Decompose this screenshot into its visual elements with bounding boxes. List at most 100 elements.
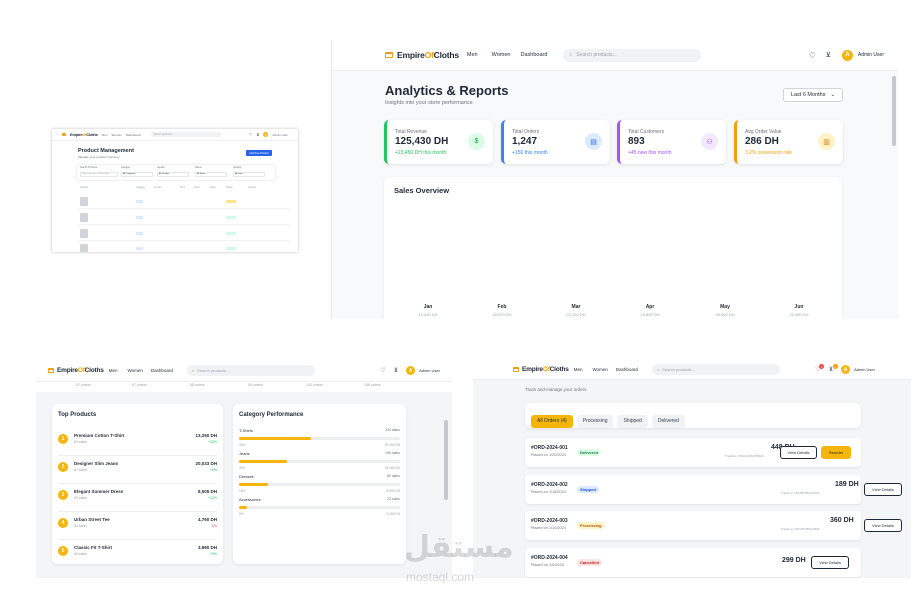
user-name[interactable]: Admin User xyxy=(854,367,875,372)
tab-shipped[interactable]: Shipped xyxy=(617,414,648,428)
cart-icon[interactable]: ⊻ xyxy=(256,132,260,137)
table-row[interactable] xyxy=(78,227,290,241)
status-badge xyxy=(226,247,236,250)
period-select[interactable]: Last 6 Months ⌄ xyxy=(783,88,843,102)
status-badge: Cancelled xyxy=(577,559,602,566)
order-id: #ORD-2024-002 xyxy=(531,482,568,488)
table-row[interactable] xyxy=(78,195,290,209)
cart-icon[interactable]: ⊻ xyxy=(393,368,399,374)
nav-dashboard[interactable]: Dashboard xyxy=(615,367,638,372)
month-label: Mar 22,150 DH xyxy=(566,304,586,317)
filter-label: Search Products xyxy=(80,167,97,169)
list-item[interactable]: 5 Classic Fit T-Shirt 66 sales 3,990 DH +5% xyxy=(58,540,217,568)
avatar[interactable]: A xyxy=(263,132,269,137)
status-badge: Processing xyxy=(577,522,605,529)
nav-dashboard[interactable]: Dashboard xyxy=(150,368,173,373)
brand-logo[interactable]: EmpireOfCloths xyxy=(522,366,569,373)
nav-dashboard[interactable]: Dashboard xyxy=(520,52,548,58)
list-item[interactable]: 3 Elegant Summer Dress 45 sales 8,505 DH +12… xyxy=(58,484,217,512)
cart-icon[interactable]: ⊻ xyxy=(825,52,831,59)
table-row[interactable] xyxy=(78,242,290,252)
stat-change: +45 new this month xyxy=(628,150,672,156)
category-row: Dresses 89 sales 18% 8,905 DH xyxy=(239,474,400,493)
nav-dashboard[interactable]: Dashboard xyxy=(125,132,141,137)
nav-women[interactable]: Women xyxy=(491,52,511,58)
avatar[interactable]: A xyxy=(841,49,853,61)
tab-all-orders[interactable]: All Orders (4) xyxy=(531,414,573,428)
rank-badge: 5 xyxy=(58,546,68,556)
nav-men[interactable]: Men xyxy=(101,132,108,137)
order-id: #ORD-2024-004 xyxy=(531,555,568,561)
cart-count-badge: 1 xyxy=(832,364,838,369)
page-subtitle: Manage your product inventory xyxy=(78,155,120,159)
reorder-button[interactable]: Reorder xyxy=(821,446,851,459)
order-card: #ORD-2024-001 Placed on 1/20/2024 Delive… xyxy=(525,438,861,467)
table-row[interactable] xyxy=(78,211,290,225)
navbar: EmpireOfCloths Men Women Dashboard ⌕ Sear… xyxy=(473,360,911,380)
product-thumbnail xyxy=(80,197,88,206)
add-product-button[interactable]: Add New Product xyxy=(246,150,272,156)
filter-label: Category xyxy=(121,167,131,169)
list-item[interactable]: 1 Premium Cotton T-Shirt 89 sales 13,250 DH… xyxy=(58,428,217,456)
shopping-bag-icon xyxy=(385,52,393,58)
search-input[interactable]: ⌕ Search products... xyxy=(186,365,315,376)
filter-search-input[interactable]: Search by name or description... xyxy=(80,172,118,177)
filter-gender-select[interactable]: All Genders xyxy=(157,172,189,177)
list-item[interactable]: 4 Urban Street Tee 34 sales 4,760 DH -2% xyxy=(58,512,217,540)
brand-logo[interactable]: EmpireOfCloths xyxy=(397,50,459,60)
navbar: EmpireOfCloths Men Women Dashboard Searc… xyxy=(52,129,298,141)
search-input[interactable]: ⌕ Search products... xyxy=(651,364,780,375)
page-title: Product Management xyxy=(78,148,134,154)
user-name[interactable]: Admin User xyxy=(272,132,288,137)
view-details-button[interactable]: View Details xyxy=(864,483,902,496)
watermark-arabic: مستقل xyxy=(404,530,514,565)
stat-change: +156 this month xyxy=(512,150,548,156)
category-row: Jeans 156 sales 30% 39,680 DH xyxy=(239,451,400,470)
category-tag xyxy=(136,216,143,219)
brand-logo[interactable]: EmpireOfCloths xyxy=(57,367,104,374)
avatar[interactable]: A xyxy=(406,366,416,375)
rank-badge: 2 xyxy=(58,462,68,472)
search-input[interactable]: Search products... xyxy=(150,132,221,137)
analytics-panel: EmpireOfCloths Men Women Dashboard ⌕ Sear… xyxy=(331,40,898,319)
list-item[interactable]: 2 Designer Slim Jeans 67 sales 20,033 DH +8% xyxy=(58,456,217,484)
heart-icon[interactable]: ♡ xyxy=(808,50,816,60)
heart-icon[interactable]: ♡ xyxy=(380,368,386,374)
scrollbar[interactable] xyxy=(444,420,448,500)
brand-logo[interactable]: EmpireOfCloths xyxy=(70,132,98,137)
search-icon: ⌕ xyxy=(656,367,660,372)
order-filter-tabs: All Orders (4) Processing Shipped Delivered xyxy=(525,403,861,428)
shopping-bag-icon xyxy=(513,367,519,372)
scrollbar[interactable] xyxy=(892,76,896,146)
filter-quantity-select[interactable]: All Items xyxy=(233,172,265,177)
wishlist-count-badge: 1 xyxy=(819,364,825,369)
user-name[interactable]: Admin User xyxy=(419,368,440,373)
view-details-button[interactable]: View Details xyxy=(780,446,817,459)
nav-women[interactable]: Women xyxy=(127,368,143,373)
avatar[interactable]: A xyxy=(841,365,851,374)
tab-delivered[interactable]: Delivered xyxy=(651,414,685,428)
view-details-button[interactable]: View Details xyxy=(864,519,902,532)
nav-men[interactable]: Men xyxy=(466,52,478,58)
product-management-panel: EmpireOfCloths Men Women Dashboard Searc… xyxy=(52,129,298,252)
view-details-button[interactable]: View Details xyxy=(811,556,849,569)
category-tag xyxy=(136,247,143,250)
search-input[interactable]: ⌕ Search products... xyxy=(563,48,702,62)
nav-women[interactable]: Women xyxy=(111,132,122,137)
product-thumbnail xyxy=(80,244,88,252)
heart-icon[interactable]: ♡ 1 xyxy=(815,364,825,373)
stat-card-customers: Total Customers 893 +45 new this month ⚇ xyxy=(617,120,726,164)
stat-label: Avg Order Value xyxy=(745,129,782,135)
nav-men[interactable]: Men xyxy=(108,368,118,373)
navbar: EmpireOfCloths Men Women Dashboard ⌕ Sear… xyxy=(332,40,898,71)
filter-status-select[interactable]: All Status xyxy=(195,172,227,177)
user-name[interactable]: Admin User xyxy=(857,52,884,58)
heart-icon[interactable]: ♡ xyxy=(248,132,253,137)
order-date: Placed on 1/5/2024 xyxy=(531,563,564,567)
nav-women[interactable]: Women xyxy=(592,367,608,372)
tab-processing[interactable]: Processing xyxy=(576,414,614,428)
progress-fill xyxy=(239,460,288,463)
nav-men[interactable]: Men xyxy=(573,367,583,372)
filter-category-select[interactable]: All Categories xyxy=(121,172,153,177)
cart-icon[interactable]: ⊻ 1 xyxy=(828,364,838,373)
